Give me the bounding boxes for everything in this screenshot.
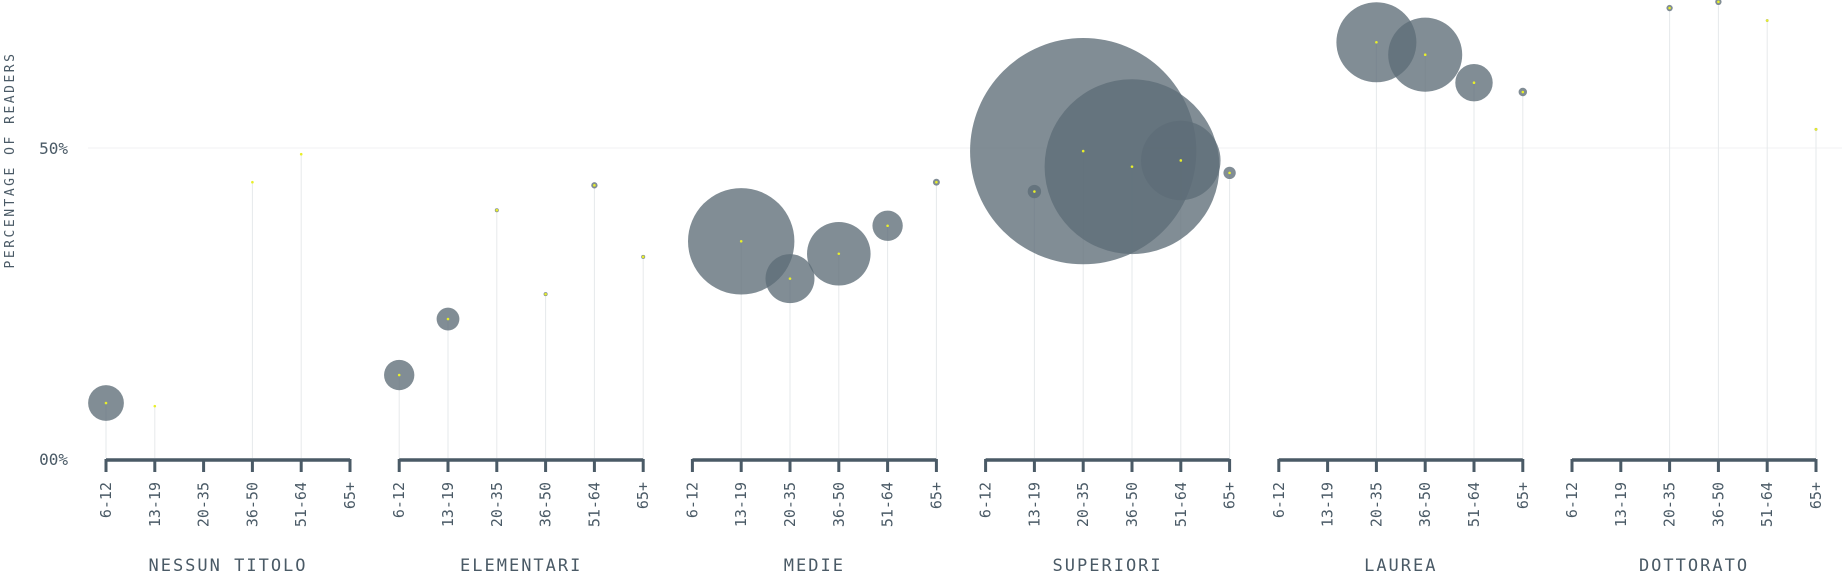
dot-layer	[104, 0, 1818, 408]
x-tick-label: 13-19	[1612, 482, 1630, 527]
x-tick-label: 65+	[1514, 482, 1532, 509]
x-tick-label: 6-12	[683, 482, 701, 518]
y-axis-title: PERCENTAGE OF READERS	[3, 52, 18, 269]
x-tick-label: 51-64	[1172, 482, 1190, 527]
x-tick-label: 13-19	[732, 482, 750, 527]
x-tick-label: 51-64	[1465, 482, 1483, 527]
x-tick-label: 20-35	[781, 482, 799, 527]
data-point	[1081, 149, 1085, 153]
x-tick-label: 65+	[341, 482, 359, 509]
data-point	[593, 184, 596, 187]
x-tick-label: 51-64	[1758, 482, 1776, 527]
data-point	[153, 404, 157, 408]
data-point	[1375, 40, 1378, 44]
data-point	[1521, 90, 1525, 94]
x-tick-label: 36-50	[537, 482, 555, 527]
x-tick-label: 51-64	[585, 482, 603, 527]
y-tick-label: 50%	[39, 139, 68, 158]
x-tick-label: 36-50	[830, 482, 848, 527]
data-point	[1717, 0, 1720, 4]
x-tick-label: 36-50	[1123, 482, 1141, 527]
x-tick-label: 6-12	[97, 482, 115, 518]
data-point	[1423, 53, 1427, 56]
x-tick-label: 6-12	[1563, 482, 1581, 518]
data-point	[1033, 190, 1036, 193]
stem-layer	[105, 1, 1817, 458]
data-point	[495, 208, 499, 212]
data-point	[1472, 81, 1476, 84]
data-point	[544, 292, 547, 296]
x-tick-label: 20-35	[1661, 482, 1679, 527]
x-tick-label: 13-19	[1025, 482, 1043, 527]
group-label: SUPERIORI	[1053, 556, 1163, 576]
x-tick-label: 65+	[1221, 482, 1239, 509]
x-tick-label: 6-12	[1270, 482, 1288, 518]
data-point	[837, 252, 841, 256]
y-tick-label: 00%	[39, 450, 68, 469]
bubble-layer	[88, 0, 1818, 421]
x-tick-label: 6-12	[390, 482, 408, 518]
data-point	[299, 152, 303, 156]
x-tick-label: 20-35	[1367, 482, 1385, 527]
data-point	[641, 255, 645, 259]
data-point	[1814, 128, 1818, 131]
x-tick-label: 20-35	[488, 482, 506, 527]
x-tick-label: 36-50	[1709, 482, 1727, 527]
data-point	[251, 180, 254, 184]
x-tick-label: 36-50	[243, 482, 261, 527]
data-point	[397, 373, 401, 377]
data-point	[1130, 165, 1134, 168]
x-tick-label: 65+	[634, 482, 652, 509]
group-label: DOTTORATO	[1639, 556, 1749, 576]
x-tick-label: 65+	[927, 482, 945, 509]
x-tick-label: 20-35	[195, 482, 213, 527]
x-tick-label: 51-64	[879, 482, 897, 527]
x-tick-label: 6-12	[977, 482, 995, 518]
x-tick-label: 51-64	[292, 482, 310, 527]
group-label: MEDIE	[784, 556, 845, 576]
x-tick-label: 65+	[1807, 482, 1825, 509]
data-point	[1228, 171, 1231, 175]
x-tick-label: 13-19	[439, 482, 457, 527]
data-point	[446, 317, 450, 321]
group-label: LAUREA	[1364, 556, 1437, 576]
x-tick-label: 13-19	[1319, 482, 1337, 527]
label-layer: 00% 50% PERCENTAGE OF READERS 6-12 13-19 20-3…	[3, 52, 1825, 576]
data-point	[935, 180, 938, 184]
data-point	[886, 224, 889, 228]
group-label: NESSUN TITOLO	[148, 556, 307, 576]
x-tick-label: 20-35	[1074, 482, 1092, 527]
data-point	[1668, 6, 1671, 10]
x-tick-label: 36-50	[1416, 482, 1434, 527]
group-label: ELEMENTARI	[460, 556, 582, 576]
data-point	[788, 277, 792, 280]
data-point	[104, 401, 108, 405]
x-tick-label: 13-19	[146, 482, 164, 527]
data-point	[1179, 159, 1183, 162]
data-point	[1765, 19, 1769, 22]
axis-layer	[104, 458, 1818, 472]
data-point	[739, 240, 743, 243]
